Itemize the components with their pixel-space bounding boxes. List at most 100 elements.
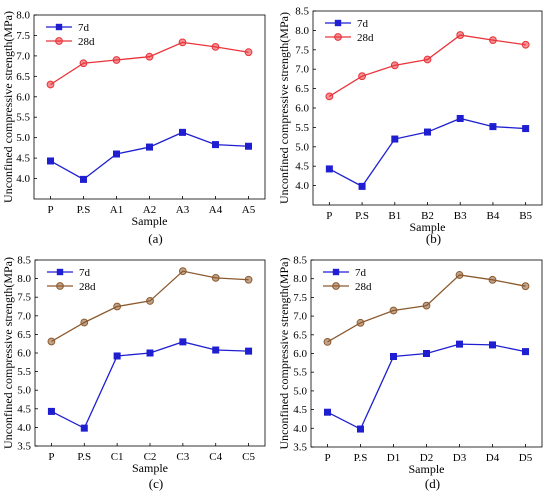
data-point-28d: [146, 297, 154, 305]
x-tick-label: B4: [487, 210, 500, 222]
y-tick-label: 4.5: [16, 153, 30, 165]
x-axis-label: Sample: [410, 220, 446, 234]
y-tick-label: 5.0: [17, 385, 31, 397]
x-tick-label: D3: [453, 452, 467, 464]
data-point-7d: [212, 141, 220, 149]
x-tick-label: P.S: [77, 204, 91, 216]
y-axis-label: Unconfined compressive strength(MPa): [1, 257, 15, 449]
x-tick-label: A2: [143, 204, 156, 216]
legend-marker: [332, 282, 340, 290]
data-point-7d: [456, 114, 464, 122]
data-point-28d: [521, 282, 530, 291]
data-point-7d: [212, 346, 220, 354]
legend-marker: [334, 33, 342, 41]
legend-label: 28d: [78, 36, 95, 48]
data-point-28d: [456, 31, 465, 39]
y-tick-label: 8.5: [295, 6, 309, 18]
data-point-7d: [522, 125, 530, 133]
y-tick-label: 8.0: [17, 273, 31, 285]
y-tick-label: 7.5: [293, 292, 307, 304]
y-tick-label: 6.0: [16, 91, 30, 103]
data-point-7d: [179, 338, 187, 346]
data-point-7d: [245, 347, 253, 355]
data-point-7d: [391, 135, 399, 143]
legend-marker: [56, 268, 64, 276]
y-tick-label: 8.0: [295, 25, 309, 37]
x-tick-label: D4: [486, 452, 500, 464]
legend-label: 28d: [357, 32, 374, 44]
panel-caption: (c): [149, 476, 163, 491]
y-tick-label: 6.0: [295, 103, 309, 115]
x-tick-label: C3: [176, 451, 189, 463]
y-tick-label: 7.5: [17, 292, 31, 304]
x-tick-label: D5: [519, 452, 533, 464]
legend-label: 28d: [79, 281, 96, 293]
y-tick-label: 6.5: [295, 83, 309, 95]
legend-marker: [55, 37, 63, 45]
y-tick-label: 5.0: [293, 385, 307, 397]
y-tick-label: 5.5: [295, 122, 309, 134]
legend-label: 7d: [79, 267, 91, 279]
x-tick-label: C1: [111, 451, 124, 463]
x-tick-label: D1: [387, 452, 400, 464]
data-point-7d: [113, 352, 121, 360]
data-point-7d: [356, 425, 364, 433]
x-tick-label: P: [48, 451, 54, 463]
chart-panel-d: 3.5 4.0 4.5 5.0 5.5 6.0 6.5 7.0 7.5 8.0 8.5 P P.S D1 D…: [277, 255, 543, 491]
data-point-28d: [47, 337, 56, 346]
panel-caption: (a): [148, 231, 162, 246]
data-point-7d: [245, 142, 253, 150]
data-point-28d: [244, 48, 253, 57]
data-point-7d: [325, 165, 333, 173]
legend-label: 7d: [357, 18, 369, 30]
y-tick-label: 4.5: [293, 404, 307, 416]
x-tick-label: C4: [209, 451, 222, 463]
data-point-7d: [489, 123, 497, 131]
x-axis-label: Sample: [132, 214, 168, 228]
y-axis-label: Unconfined compressive strength(MPa): [1, 11, 15, 203]
data-point-7d: [422, 349, 430, 357]
legend-label: 7d: [78, 22, 90, 34]
data-point-28d: [211, 273, 220, 282]
data-point-28d: [423, 55, 432, 64]
y-tick-label: 5.5: [293, 367, 307, 379]
data-point-28d: [358, 72, 366, 81]
data-point-28d: [455, 271, 464, 279]
legend-label: 7d: [355, 267, 367, 279]
data-point-28d: [112, 56, 121, 64]
chart-panel-b: 4.0 4.5 5.0 5.5 6.0 6.5 7.0 7.5 8.0 8.5 P P.S B1 B2 B3…: [277, 6, 543, 246]
y-tick-label: 8.5: [17, 255, 31, 267]
data-point-28d: [325, 92, 334, 101]
y-tick-label: 7.5: [295, 44, 309, 56]
data-point-28d: [488, 275, 497, 284]
data-point-28d: [145, 52, 154, 61]
series-line-7d: [50, 131, 249, 181]
y-tick-label: 7.0: [17, 310, 31, 322]
y-tick-label: 4.0: [293, 423, 307, 435]
data-point-28d: [323, 338, 332, 346]
y-tick-label: 8.5: [293, 255, 307, 267]
x-tick-label: D2: [420, 452, 433, 464]
data-point-28d: [356, 318, 365, 327]
y-tick-label: 4.0: [17, 422, 31, 434]
data-point-28d: [46, 80, 55, 89]
data-point-28d: [244, 275, 253, 284]
data-point-7d: [179, 128, 187, 136]
chart-panel-c: 3.5 4.0 4.5 5.0 5.5 6.0 6.5 7.0 7.5 8.0 8.5 P P.S C1 C…: [1, 255, 266, 491]
y-tick-label: 7.0: [16, 50, 30, 62]
data-point-28d: [113, 302, 122, 311]
x-tick-label: A1: [110, 204, 123, 216]
y-tick-label: 6.5: [17, 329, 31, 341]
data-point-28d: [489, 36, 497, 44]
panel-caption: (d): [425, 476, 440, 491]
data-point-28d: [80, 318, 89, 327]
plot-frame: [312, 10, 543, 206]
data-point-7d: [80, 424, 88, 432]
x-tick-label: P.S: [355, 210, 369, 222]
y-tick-label: 5.0: [16, 132, 30, 144]
data-point-7d: [389, 352, 397, 360]
data-point-7d: [80, 175, 88, 183]
x-tick-label: C2: [144, 451, 157, 463]
y-tick-label: 5.5: [17, 366, 31, 378]
